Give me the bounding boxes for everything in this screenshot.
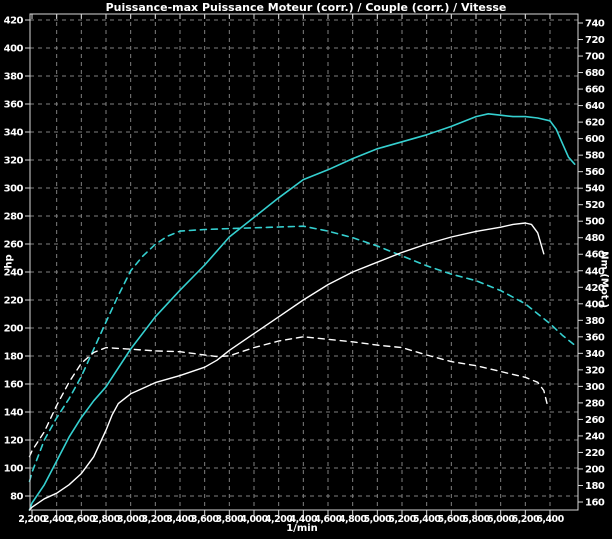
right-tick-label: 400 (585, 299, 605, 310)
left-tick-label: 180 (4, 352, 24, 363)
right-tick-label: 160 (585, 498, 605, 509)
left-tick-label: 300 (4, 184, 24, 195)
right-tick-label: 500 (585, 217, 605, 228)
right-tick-label: 700 (585, 52, 605, 63)
chart-title: Puissance-max Puissance Moteur (corr.) /… (105, 1, 507, 14)
left-tick-label: 360 (4, 100, 24, 111)
x-tick-label: 5,400 (413, 514, 441, 525)
x-tick-label: 5,000 (364, 514, 392, 525)
left-tick-label: 400 (4, 44, 24, 55)
gridlines (30, 14, 578, 510)
right-tick-label: 200 (585, 464, 605, 475)
x-axis-title: 1/min (286, 523, 318, 534)
x-tick-label: 3,200 (142, 514, 170, 525)
left-tick-label: 240 (4, 268, 24, 279)
x-tick-label: 5,200 (388, 514, 416, 525)
right-tick-label: 600 (585, 134, 605, 145)
x-tick-label: 3,800 (216, 514, 244, 525)
left-axis-title: hp (3, 254, 15, 269)
left-tick-label: 420 (4, 16, 24, 27)
right-tick-label: 340 (585, 349, 605, 360)
x-tick-label: 2,600 (68, 514, 96, 525)
left-tick-label: 100 (4, 464, 24, 475)
left-tick-label: 260 (4, 240, 24, 251)
left-tick-label: 220 (4, 296, 24, 307)
x-tick-label: 5,600 (438, 514, 466, 525)
right-tick-label: 460 (585, 250, 605, 261)
right-tick-label: 680 (585, 68, 605, 79)
left-tick-label: 200 (4, 324, 24, 335)
plot-border (29, 13, 579, 511)
couple-corr-run1-curve (28, 336, 549, 458)
x-tick-label: 3,400 (166, 514, 194, 525)
tick-labels: 2,2002,4002,6002,8003,0003,2003,4003,600… (4, 16, 606, 526)
right-tick-label: 660 (585, 85, 605, 96)
x-tick-label: 4,000 (240, 514, 268, 525)
x-tick-label: 4,600 (314, 514, 342, 525)
left-tick-label: 120 (4, 436, 24, 447)
right-tick-label: 620 (585, 118, 605, 129)
right-tick-label: 240 (585, 431, 605, 442)
right-axis-title: Nm (Mot.) (598, 251, 610, 308)
x-tick-label: 4,200 (265, 514, 293, 525)
right-tick-label: 640 (585, 101, 605, 112)
x-tick-label: 6,200 (512, 514, 540, 525)
right-tick-label: 280 (585, 398, 605, 409)
x-tick-label: 2,200 (18, 514, 46, 525)
left-tick-label: 280 (4, 212, 24, 223)
right-tick-label: 320 (585, 365, 605, 376)
left-tick-label: 340 (4, 128, 24, 139)
x-tick-label: 2,400 (43, 514, 71, 525)
right-tick-label: 540 (585, 184, 605, 195)
right-tick-label: 300 (585, 382, 605, 393)
puissance-moteur-corr-run1-curve (28, 222, 545, 511)
x-tick-label: 4,800 (339, 514, 367, 525)
left-tick-label: 160 (4, 380, 24, 391)
x-tick-label: 6,000 (487, 514, 515, 525)
right-tick-label: 260 (585, 415, 605, 426)
right-tick-label: 720 (585, 35, 605, 46)
right-tick-label: 220 (585, 448, 605, 459)
right-tick-label: 560 (585, 167, 605, 178)
right-tick-label: 520 (585, 200, 605, 211)
left-tick-label: 140 (4, 408, 24, 419)
x-tick-label: 3,000 (117, 514, 145, 525)
right-tick-label: 380 (585, 316, 605, 327)
x-tick-label: 2,800 (92, 514, 120, 525)
left-tick-label: 320 (4, 156, 24, 167)
curves (28, 113, 576, 511)
x-tick-label: 4,400 (290, 514, 318, 525)
x-tick-label: 6,400 (536, 514, 564, 525)
plot-border-rect (29, 13, 579, 511)
x-tick-label: 5,800 (462, 514, 490, 525)
tick-marks (25, 14, 583, 515)
right-tick-label: 180 (585, 481, 605, 492)
right-tick-label: 440 (585, 266, 605, 277)
x-tick-label: 3,600 (191, 514, 219, 525)
left-tick-label: 80 (10, 492, 23, 503)
puissance-moteur-corr-run2-curve (28, 113, 576, 511)
couple-corr-run2-curve (28, 225, 576, 483)
right-tick-label: 580 (585, 151, 605, 162)
right-tick-label: 360 (585, 332, 605, 343)
right-tick-label: 740 (585, 19, 605, 30)
right-tick-label: 480 (585, 233, 605, 244)
left-tick-label: 380 (4, 72, 24, 83)
right-tick-label: 420 (585, 283, 605, 294)
